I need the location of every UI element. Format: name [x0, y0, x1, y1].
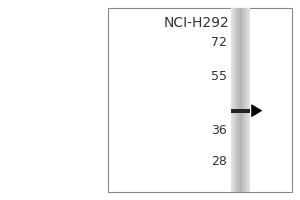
Text: 55: 55: [211, 70, 227, 83]
Text: 36: 36: [212, 124, 227, 137]
Text: 72: 72: [212, 36, 227, 49]
Text: 28: 28: [212, 155, 227, 168]
Bar: [231, 8, 232, 192]
Bar: [232, 8, 233, 192]
Bar: [238, 8, 239, 192]
Bar: [243, 8, 244, 192]
Bar: [249, 8, 250, 192]
Bar: [244, 8, 245, 192]
Bar: [233, 8, 234, 192]
Bar: [238, 8, 239, 192]
Bar: [108, 8, 292, 192]
Bar: [234, 8, 235, 192]
Bar: [236, 8, 237, 192]
Bar: [231, 109, 250, 113]
Bar: [239, 8, 240, 192]
Bar: [245, 8, 246, 192]
Bar: [246, 8, 247, 192]
Bar: [240, 8, 241, 192]
Bar: [241, 8, 242, 192]
Polygon shape: [252, 105, 262, 117]
Bar: [248, 8, 249, 192]
Bar: [235, 8, 236, 192]
Bar: [237, 8, 238, 192]
Bar: [242, 8, 243, 192]
Text: NCI-H292: NCI-H292: [163, 16, 229, 30]
